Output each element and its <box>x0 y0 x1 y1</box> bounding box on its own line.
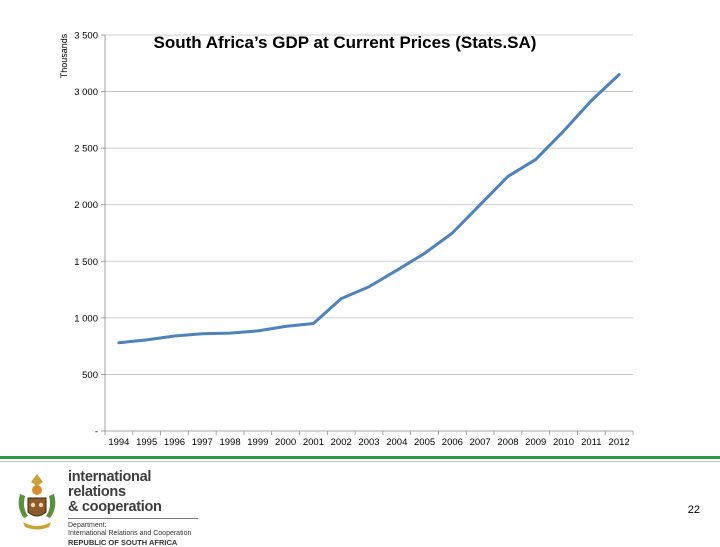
y-tick-label: - <box>95 427 98 438</box>
x-tick-label: 2008 <box>497 437 518 448</box>
x-tick-label: 1999 <box>247 437 268 448</box>
page-number: 22 <box>640 504 700 516</box>
gridlines <box>105 35 633 374</box>
x-tick-label: 2003 <box>358 437 379 448</box>
x-tick-labels: 1994 1995 1996 1997 1998 1999 2000 2001 2002 2003… <box>108 437 629 448</box>
x-tick-label: 2009 <box>525 437 546 448</box>
x-tick-label: 2005 <box>414 437 435 448</box>
x-tick-label: 1998 <box>219 437 240 448</box>
department-branding: international relations & cooperation De… <box>68 470 198 547</box>
footer: international relations & cooperation De… <box>0 456 720 540</box>
y-tick-label: 2 500 <box>74 144 98 155</box>
x-tick-label: 2001 <box>303 437 324 448</box>
y-tick-label: 3 500 <box>74 31 98 42</box>
x-tick-label: 1997 <box>192 437 213 448</box>
x-tick-label: 2002 <box>331 437 352 448</box>
y-tick-label: 3 000 <box>74 87 98 98</box>
country-name: REPUBLIC OF SOUTH AFRICA <box>68 538 198 547</box>
x-tick-label: 2004 <box>386 437 407 448</box>
x-tick-label: 1996 <box>164 437 185 448</box>
dept-name: International Relations and Cooperation <box>68 530 198 538</box>
y-units-label: Thousands <box>59 33 69 78</box>
brand-line-2: & cooperation <box>68 500 198 515</box>
x-tick-label: 2007 <box>470 437 491 448</box>
x-tick-label: 2000 <box>275 437 296 448</box>
brand-divider <box>68 518 198 519</box>
y-tick-labels: - 500 1 000 1 500 2 000 2 500 3 000 3 500 <box>74 31 98 438</box>
series-layer <box>119 75 619 343</box>
x-tick-label: 2006 <box>442 437 463 448</box>
x-tick-label: 2012 <box>609 437 630 448</box>
y-tick-label: 1 500 <box>74 257 98 268</box>
series-line <box>119 75 619 343</box>
x-tick-label: 2010 <box>553 437 574 448</box>
coat-of-arms-logo <box>14 472 60 532</box>
dept-label: Department: <box>68 522 198 530</box>
x-tick-label: 1994 <box>108 437 129 448</box>
axes <box>101 35 633 435</box>
brand-line-1: international relations <box>68 470 198 500</box>
footer-grey-rule <box>0 461 720 462</box>
chart-title: South Africa’s GDP at Current Prices (St… <box>154 33 537 52</box>
x-tick-label: 2011 <box>581 437 601 448</box>
x-tick-label: 1995 <box>136 437 157 448</box>
y-tick-label: 500 <box>82 370 98 381</box>
y-tick-label: 1 000 <box>74 313 98 324</box>
y-tick-label: 2 000 <box>74 200 98 211</box>
footer-green-rule <box>0 456 720 459</box>
